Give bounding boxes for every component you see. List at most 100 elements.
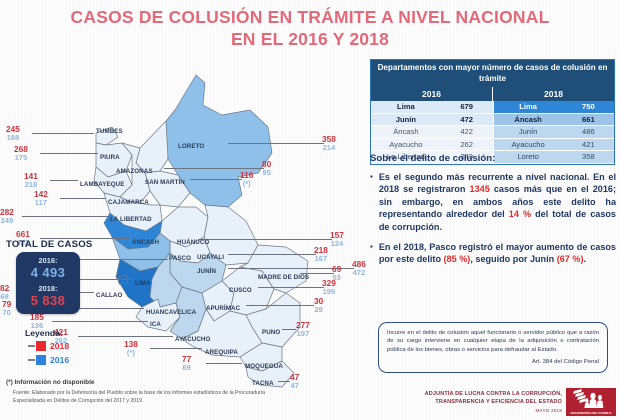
legend-swatch-2018 [36, 341, 46, 351]
legal-definition-box: Incurre en el delito de colusión aquel f… [378, 322, 608, 373]
leader-line [78, 336, 173, 337]
map-label-pasco: PASCO [169, 255, 192, 262]
table-cell-name: Junín [395, 114, 417, 124]
table-row: Lima 750 [492, 101, 614, 114]
map-value-huanuco: 116 (*) [240, 170, 254, 188]
map-label-sanmartin: SAN MARTÍN [145, 179, 185, 186]
leader-line [52, 321, 148, 322]
footnote-asterisk: (*) Información no disponible [6, 379, 95, 386]
map-value-ucayali: 218 167 [314, 245, 328, 263]
table-column-2016: Lima 679 Junín 472 Áncash 422 Ayacucho 2… [371, 101, 493, 164]
map-value-madrededios: 69 53 [332, 264, 342, 282]
map-value-apurimac: 30 29 [314, 296, 324, 314]
table-row: La Libertad 249 [371, 151, 493, 164]
bullet-square-icon: ▪ [370, 242, 373, 252]
leader-line [198, 239, 332, 240]
colusion-text-block: Sobre el delito de colusión: ▪ Es el seg… [370, 153, 616, 274]
map-value-cusco: 329 199 [322, 278, 336, 296]
leader-line [228, 254, 316, 255]
map-label-apurimac: APURÍMAC [206, 305, 241, 312]
table-row: Lima 679 [371, 101, 493, 114]
table-cell-value: 249 [460, 152, 473, 162]
legend-swatch-2016 [36, 355, 46, 365]
brand-line-2: TRANSPARENCIA Y EFICIENCIA DEL ESTADO [435, 398, 562, 405]
leader-line [60, 198, 106, 199]
text-subheading: Sobre el delito de colusión: [370, 153, 496, 164]
map-label-moquegua: MOQUEGUA [245, 363, 283, 370]
region-ucayali [203, 204, 259, 266]
table-row: Ayacucho 421 [492, 138, 614, 152]
b1-part-c: del total de casos de corrupción. [378, 209, 616, 232]
bullet-item-1: ▪ Es el segundo más recurrente a nivel n… [370, 171, 616, 233]
table-cell-value: 661 [582, 114, 595, 124]
map-label-ayacucho: AYACUCHO [175, 336, 211, 343]
map-label-puno: PUNO [262, 329, 281, 336]
table-cell-name: Ayacucho [389, 139, 423, 149]
map-label-lalibertad: LA LIBERTAD [110, 216, 152, 223]
title-line-1: CASOS DE COLUSIÓN EN TRÁMITE A NIVEL NAC… [70, 7, 550, 27]
map-label-lambayeque: LAMBAYEQUE [80, 181, 125, 188]
map-label-tumbes: TUMBES [96, 128, 123, 135]
table-year-row: 2016 2018 [371, 87, 614, 101]
defensoria-logo: DEFENSORÍA DEL PUEBLO [566, 388, 616, 416]
bullet-1-text: Es el segundo más recurrente a nivel nac… [379, 171, 616, 233]
map-value-ayacucho: 421 262 [54, 327, 68, 345]
b1-part-b: casos más que en el 2016; sin embargo, e… [378, 184, 616, 220]
map-label-amazonas: AMAZONAS [116, 168, 153, 175]
table-cell-value: 679 [460, 102, 473, 111]
brand-date: MAYO 2019 [535, 408, 562, 414]
brand-text: ADJUNTÍA DE LUCHA CONTRA LA CORRUPCIÓN, … [425, 391, 562, 413]
leader-line [190, 179, 242, 180]
brand-line-1: ADJUNTÍA DE LUCHA CONTRA LA CORRUPCIÓN, [424, 391, 562, 397]
table-row: Áncash 661 [492, 113, 614, 127]
b1-highlight-2: 14 % [508, 209, 532, 220]
leader-line [150, 348, 202, 349]
map-value-sanmartin: 80 95 [262, 159, 272, 177]
b1-part-a: Es el segundo más recurrente a nivel nac… [378, 172, 616, 195]
map-value-junin: 486 472 [352, 259, 366, 277]
leader-line [278, 381, 290, 382]
leader-line [206, 363, 242, 364]
map-value-cajamarca: 142 117 [34, 189, 48, 207]
table-cell-value: 421 [582, 139, 595, 149]
table-row: Ayacucho 262 [371, 138, 493, 152]
map-label-piura: PIURA [100, 154, 120, 161]
leader-line [60, 259, 168, 260]
table-cell-name: Áncash [514, 114, 542, 124]
legend-heading: Leyenda: [25, 328, 63, 338]
table-column-2018: Lima 750 Áncash 661 Junín 486 Ayacucho 4… [492, 101, 614, 164]
peru-choropleth-map: TUMBES PIURA LAMBAYEQUE CAJAMARCA LA LIB… [0, 55, 370, 395]
map-value-ancash: 661 422 [16, 229, 30, 247]
map-label-huancavelica: HUANCAVELICA [146, 309, 197, 316]
map-label-ica: ICA [150, 321, 161, 328]
table-cell-value: 262 [460, 139, 473, 149]
map-value-loreto: 358 214 [322, 134, 336, 152]
map-value-huancavelica: 79 70 [2, 299, 12, 317]
legend-label-2018: 2018 [50, 341, 70, 351]
leader-line [32, 133, 94, 134]
table-cell-value: 472 [460, 114, 473, 124]
table-cell-value: 422 [460, 127, 473, 137]
map-label-junin: JUNÍN [197, 268, 217, 275]
table-row: Loreto 358 [492, 151, 614, 164]
map-value-lambayeque: 141 218 [24, 171, 38, 189]
leader-line [246, 305, 314, 306]
legend-label-2016: 2016 [50, 355, 70, 365]
table-cell-value: 486 [582, 127, 595, 137]
leader-line [40, 153, 98, 154]
bullet-square-icon: ▪ [370, 172, 373, 181]
total-2016-value: 4 493 [30, 265, 66, 280]
map-value-pasco: 157 124 [330, 230, 344, 248]
map-label-cusco: CUSCO [229, 287, 252, 294]
map-label-loreto: LORETO [178, 143, 205, 150]
map-value-puno: 277 197 [296, 320, 310, 338]
b1-highlight-1: 1345 [469, 184, 490, 195]
leader-line [228, 268, 354, 269]
table-cell-name: Loreto [517, 152, 539, 162]
legend-dash-icon [28, 345, 35, 347]
b2-highlight-1: (85 %) [443, 254, 471, 265]
leader-line [50, 180, 78, 181]
page-title: CASOS DE COLUSIÓN EN TRÁMITE A NIVEL NAC… [0, 6, 620, 50]
logo-caption: DEFENSORÍA DEL PUEBLO [570, 411, 612, 415]
legal-definition-text: Incurre en el delito de colusión aquel f… [387, 330, 599, 353]
